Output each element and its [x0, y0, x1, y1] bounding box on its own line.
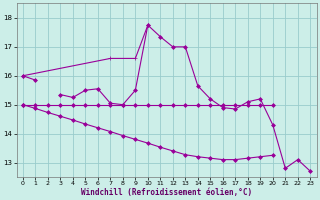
X-axis label: Windchill (Refroidissement éolien,°C): Windchill (Refroidissement éolien,°C) — [81, 188, 252, 197]
